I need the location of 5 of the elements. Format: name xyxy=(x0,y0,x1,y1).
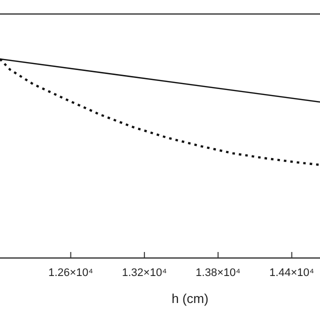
x-axis-title: h (cm) xyxy=(172,291,208,306)
x-tick-label: 1.38×10⁴ xyxy=(196,267,241,279)
x-tick-label: 1.26×10⁴ xyxy=(48,267,94,279)
x-tick-label: 1.32×10⁴ xyxy=(122,267,168,279)
x-tick-label: 1.44×10⁴ xyxy=(269,267,314,279)
